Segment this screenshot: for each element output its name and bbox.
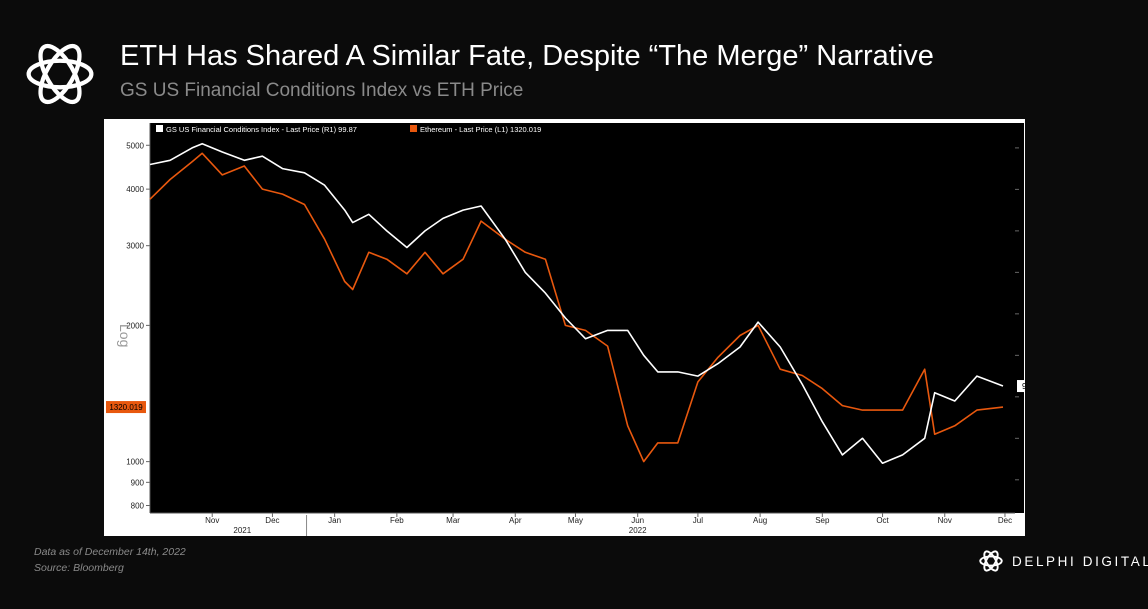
delphi-digital-brand: DELPHI DIGITAL — [978, 548, 1148, 574]
legend-swatch-gs-fci — [156, 125, 163, 132]
x-tick-label: Jan — [328, 516, 341, 525]
left-tick-label: 800 — [131, 501, 145, 510]
eth-last-value-text: 1320.019 — [109, 403, 143, 412]
brand-name: DELPHI DIGITAL — [1012, 554, 1148, 569]
x-tick-label: Sep — [815, 516, 830, 525]
x-tick-label: May — [568, 516, 583, 525]
x-tick-label: Jun — [631, 516, 644, 525]
left-tick-label: 1000 — [126, 458, 144, 467]
data-date-note: Data as of December 14th, 2022 — [34, 546, 186, 558]
delphi-brand-icon — [978, 548, 1004, 574]
legend-label-ethereum: Ethereum - Last Price (L1) 1320.019 — [420, 125, 541, 134]
fci-last-value-text: 99.87 — [1022, 382, 1025, 391]
x-tick-label: Feb — [390, 516, 404, 525]
plot-area — [150, 123, 1015, 513]
delphi-logo-icon — [22, 36, 98, 112]
x-tick-label: Nov — [205, 516, 219, 525]
x-tick-label: Mar — [446, 516, 460, 525]
legend-swatch-ethereum — [410, 125, 417, 132]
x-tick-label: Jul — [693, 516, 703, 525]
x-tick-label: Apr — [509, 516, 522, 525]
year-label: 2021 — [233, 526, 251, 535]
right-axis-strip — [1015, 123, 1024, 513]
x-tick-label: Oct — [876, 516, 889, 525]
x-tick-label: Nov — [938, 516, 952, 525]
legend-label-gs-fci: GS US Financial Conditions Index - Last … — [166, 125, 357, 134]
left-tick-label: 3000 — [126, 242, 144, 251]
source-note: Source: Bloomberg — [34, 562, 124, 574]
eth-vs-fci-chart: 5000400030002000100090080097.0097.5098.0… — [104, 119, 1025, 536]
x-tick-label: Aug — [753, 516, 767, 525]
x-tick-label: Dec — [265, 516, 279, 525]
page-subtitle: GS US Financial Conditions Index vs ETH … — [120, 80, 523, 102]
x-tick-label: Dec — [998, 516, 1012, 525]
left-axis-label: Log — [117, 324, 133, 347]
left-tick-label: 5000 — [126, 141, 144, 150]
left-tick-label: 900 — [131, 478, 145, 487]
left-tick-label: 4000 — [126, 185, 144, 194]
year-label: 2022 — [629, 526, 647, 535]
page-title: ETH Has Shared A Similar Fate, Despite “… — [120, 40, 934, 73]
